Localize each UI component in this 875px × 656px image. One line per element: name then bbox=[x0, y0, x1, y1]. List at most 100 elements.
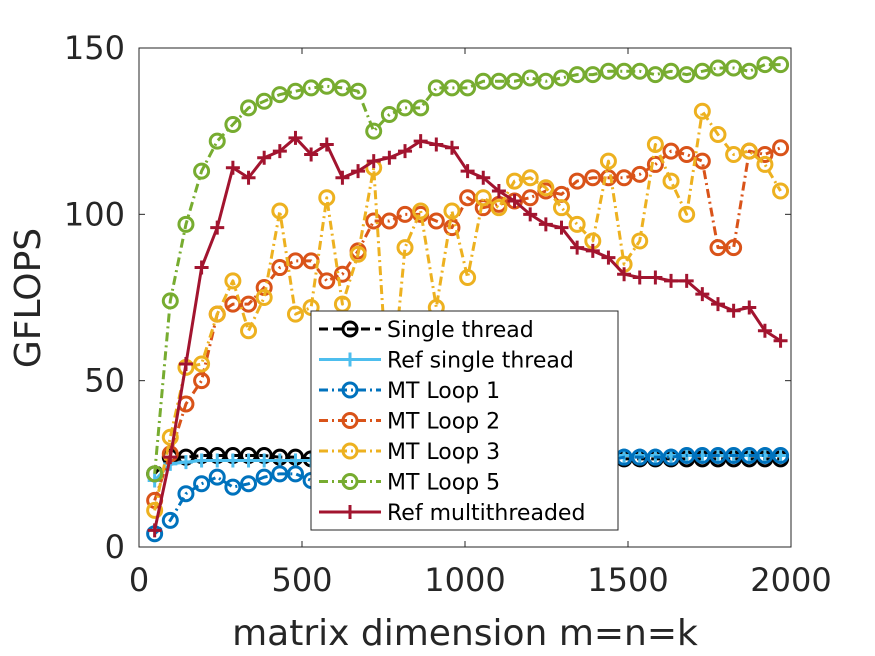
legend-label: Single thread bbox=[387, 318, 534, 343]
data-point bbox=[147, 523, 162, 538]
y-tick-label: 0 bbox=[105, 528, 125, 566]
data-point bbox=[756, 56, 774, 74]
data-point bbox=[615, 169, 633, 187]
x-tick-label: 0 bbox=[129, 561, 149, 599]
data-point bbox=[476, 170, 491, 185]
data-point bbox=[177, 215, 195, 233]
data-point bbox=[459, 189, 477, 207]
data-point bbox=[304, 147, 319, 162]
legend-item-mt-loop-3: MT Loop 3 bbox=[319, 440, 500, 465]
legend-label: MT Loop 1 bbox=[387, 379, 500, 404]
data-point bbox=[599, 62, 617, 80]
data-point bbox=[678, 66, 696, 84]
data-point bbox=[773, 333, 788, 348]
data-point bbox=[225, 453, 240, 468]
data-point bbox=[224, 272, 242, 290]
data-point bbox=[255, 92, 273, 110]
data-point bbox=[506, 72, 524, 90]
data-point bbox=[726, 303, 741, 318]
data-point bbox=[521, 169, 539, 187]
legend-marker bbox=[341, 473, 359, 490]
data-point bbox=[678, 145, 696, 163]
data-point bbox=[523, 207, 538, 222]
data-point bbox=[662, 142, 680, 160]
data-point bbox=[491, 184, 506, 199]
x-tick-label: 500 bbox=[271, 561, 332, 599]
data-point bbox=[240, 475, 258, 493]
data-point bbox=[272, 144, 287, 159]
data-point bbox=[631, 448, 649, 466]
series-ref-multithreaded bbox=[147, 130, 788, 538]
data-point bbox=[599, 169, 617, 187]
data-point bbox=[709, 239, 727, 257]
data-point bbox=[210, 453, 225, 468]
data-point bbox=[178, 357, 193, 372]
legend-item-mt-loop-1: MT Loop 1 bbox=[319, 379, 500, 404]
data-point bbox=[725, 59, 743, 77]
data-point bbox=[366, 154, 381, 169]
data-point bbox=[255, 289, 273, 306]
data-point bbox=[224, 478, 242, 496]
data-point bbox=[241, 453, 256, 468]
data-point bbox=[554, 220, 569, 235]
data-point bbox=[208, 468, 226, 486]
data-point bbox=[380, 212, 398, 230]
data-point bbox=[631, 232, 649, 250]
data-point bbox=[584, 66, 602, 84]
data-point bbox=[398, 144, 413, 159]
data-point bbox=[568, 172, 586, 190]
data-point bbox=[772, 139, 790, 157]
data-point bbox=[693, 62, 711, 80]
data-point bbox=[286, 305, 304, 323]
data-point bbox=[538, 217, 553, 232]
data-point bbox=[459, 269, 477, 287]
data-point bbox=[599, 152, 617, 170]
data-point bbox=[490, 72, 508, 90]
data-point bbox=[443, 202, 461, 220]
data-point bbox=[412, 202, 430, 220]
data-point bbox=[756, 145, 774, 163]
series-line-mt-loop-3 bbox=[153, 109, 782, 511]
data-point bbox=[161, 428, 179, 446]
data-point bbox=[678, 447, 696, 465]
data-point bbox=[163, 450, 178, 465]
legend-item-mt-loop-2: MT Loop 2 bbox=[319, 410, 500, 435]
data-point bbox=[443, 219, 461, 237]
data-point bbox=[710, 297, 725, 312]
data-point bbox=[240, 322, 258, 340]
data-point bbox=[474, 189, 492, 207]
data-point bbox=[709, 125, 727, 143]
data-point bbox=[272, 453, 287, 468]
data-point bbox=[396, 99, 414, 117]
legend-marker bbox=[343, 352, 357, 367]
data-point bbox=[740, 62, 758, 80]
data-point bbox=[537, 72, 555, 90]
legend-marker bbox=[341, 412, 359, 429]
data-point bbox=[193, 162, 211, 180]
legend-marker bbox=[341, 381, 359, 399]
data-point bbox=[413, 134, 428, 149]
data-point bbox=[193, 372, 211, 390]
data-point bbox=[319, 137, 334, 152]
data-point bbox=[224, 116, 242, 134]
data-point bbox=[709, 447, 727, 465]
data-point bbox=[631, 62, 649, 80]
data-point bbox=[349, 82, 367, 100]
data-point bbox=[335, 170, 350, 185]
data-point bbox=[255, 468, 273, 486]
data-point bbox=[772, 447, 790, 465]
data-point bbox=[382, 150, 397, 165]
data-point bbox=[178, 455, 193, 470]
data-point bbox=[193, 355, 211, 373]
data-point bbox=[271, 202, 289, 220]
data-point bbox=[725, 447, 743, 465]
y-tick-label: 50 bbox=[84, 362, 125, 400]
data-point bbox=[552, 69, 570, 87]
data-point bbox=[662, 448, 680, 466]
legend-label: MT Loop 3 bbox=[387, 440, 500, 465]
data-point bbox=[396, 205, 414, 223]
x-tick-label: 1000 bbox=[424, 561, 505, 599]
data-point bbox=[194, 453, 209, 468]
y-axis-title: GFLOPS bbox=[8, 228, 49, 368]
